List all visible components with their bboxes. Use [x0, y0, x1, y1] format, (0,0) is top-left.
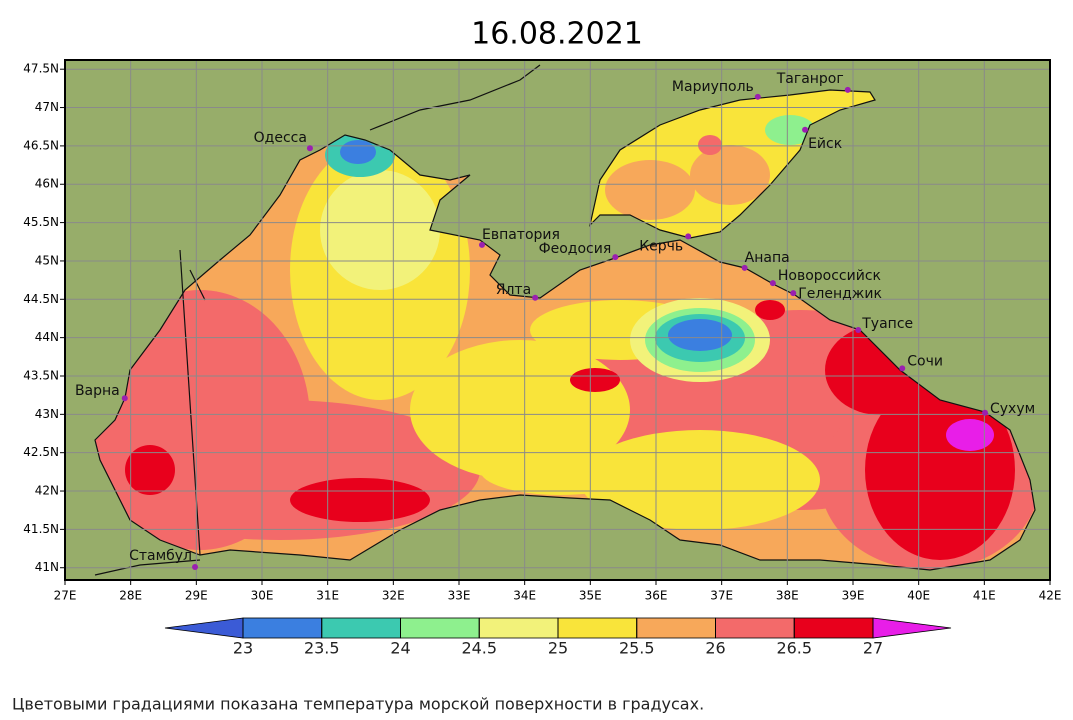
x-tick-label: 27E [54, 589, 77, 603]
y-tick-label: 46N [35, 177, 59, 191]
colorbar-segment [242, 617, 323, 639]
city-label: Стамбул [129, 548, 192, 564]
y-tick-label: 45N [35, 253, 59, 267]
x-tick-label: 36E [645, 589, 668, 603]
colorbar-label: 25 [548, 639, 568, 658]
y-tick-label: 41N [35, 560, 59, 574]
x-tick-label: 38E [776, 589, 799, 603]
colorbar-label: 23.5 [304, 639, 340, 658]
city-marker [754, 93, 761, 100]
x-tick-label: 33E [448, 589, 471, 603]
y-tick-label: 47N [35, 100, 59, 114]
city-marker [741, 264, 748, 271]
city-marker [769, 280, 776, 287]
city-marker [612, 254, 619, 261]
city-label: Мариуполь [672, 79, 754, 95]
city-marker [899, 365, 906, 372]
x-tick-label: 41E [973, 589, 996, 603]
city-label: Феодосия [539, 241, 612, 257]
city-label: Евпатория [482, 227, 560, 243]
colorbar-label: 24.5 [461, 639, 497, 658]
y-tick-label: 47.5N [23, 62, 59, 76]
x-tick-label: 28E [119, 589, 142, 603]
y-tick-label: 41.5N [23, 522, 59, 536]
map-title: 16.08.2021 [471, 17, 643, 52]
colorbar-label: 24 [390, 639, 410, 658]
colorbar-segment [557, 617, 638, 639]
colorbar-segment [400, 617, 480, 639]
city-label: Туапсе [861, 316, 913, 332]
city-label: Ейск [808, 136, 842, 152]
colorbar-segment [793, 617, 874, 639]
city-label: Варна [75, 383, 120, 399]
city-label: Сухум [990, 401, 1035, 417]
colorbar-label: 25.5 [619, 639, 655, 658]
colorbar-segment [478, 617, 559, 639]
y-tick-label: 43.5N [23, 368, 59, 382]
colorbar-label: 26 [705, 639, 725, 658]
city-marker [855, 326, 862, 333]
x-tick-label: 42E [1039, 589, 1062, 603]
city-label: Анапа [745, 250, 790, 266]
y-tick-label: 43N [35, 407, 59, 421]
x-tick-label: 29E [185, 589, 208, 603]
city-marker [306, 145, 313, 152]
colorbar-segment [321, 617, 401, 639]
city-label: Таганрог [776, 71, 844, 87]
x-tick-label: 30E [251, 589, 274, 603]
y-tick-label: 44N [35, 330, 59, 344]
city-marker [532, 294, 539, 301]
city-label: Новороссийск [778, 268, 881, 284]
x-tick-label: 37E [710, 589, 733, 603]
colorbar [164, 617, 952, 639]
map-frame [64, 59, 1051, 581]
grid [60, 60, 1051, 585]
caption: Цветовыми градациями показана температур… [12, 695, 704, 714]
city-label: Одесса [254, 130, 307, 146]
x-tick-label: 34E [513, 589, 536, 603]
colorbar-label: 27 [863, 639, 883, 658]
x-tick-label: 32E [382, 589, 405, 603]
y-tick-label: 42.5N [23, 445, 59, 459]
city-label: Ялта [496, 282, 531, 298]
city-label: Геленджик [798, 286, 882, 302]
city-marker [790, 290, 797, 297]
city-marker [192, 563, 199, 570]
city-label: Сочи [907, 353, 943, 369]
city-marker [685, 233, 692, 240]
colorbar-segment [636, 617, 716, 639]
city-marker [981, 409, 988, 416]
city-marker [802, 126, 809, 133]
y-tick-label: 46.5N [23, 138, 59, 152]
y-tick-label: 45.5N [23, 215, 59, 229]
y-tick-label: 42N [35, 484, 59, 498]
city-label: Керчь [639, 238, 683, 254]
y-tick-label: 44.5N [23, 292, 59, 306]
x-tick-label: 39E [842, 589, 865, 603]
colorbar-label: 23 [233, 639, 253, 658]
colorbar-label: 26.5 [776, 639, 812, 658]
colorbar-over [872, 617, 952, 639]
colorbar-segment [715, 617, 795, 639]
city-marker [478, 241, 485, 248]
colorbar-under [164, 617, 244, 639]
x-tick-label: 40E [907, 589, 930, 603]
x-tick-label: 31E [316, 589, 339, 603]
city-marker [844, 86, 851, 93]
x-tick-label: 35E [579, 589, 602, 603]
city-marker [121, 395, 128, 402]
